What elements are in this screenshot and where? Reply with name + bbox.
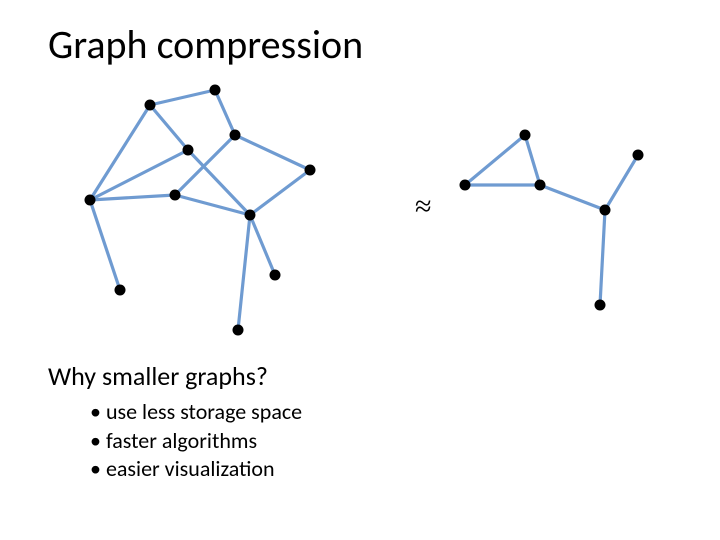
graph-edge (235, 135, 310, 170)
graph-edge (150, 90, 215, 105)
graph-node (595, 300, 606, 311)
graph-edge (90, 200, 120, 290)
graphs-svg (70, 80, 670, 340)
graph-node (460, 180, 471, 191)
graph-node (535, 180, 546, 191)
graph-node (145, 100, 156, 111)
graph-edge (238, 215, 250, 330)
approx-symbol: ≈ (415, 190, 431, 224)
graph-edge (150, 105, 188, 150)
graph-edge (605, 155, 638, 210)
slide-title: Graph compression (48, 20, 363, 69)
graph-edge (540, 185, 605, 210)
graph-edge (215, 90, 235, 135)
graph-edge (600, 210, 605, 305)
graph-edge (465, 135, 525, 185)
graph-edge (250, 170, 310, 215)
graph-node (633, 150, 644, 161)
graph-node (230, 130, 241, 141)
graph-node (520, 130, 531, 141)
bullet-item: use less storage space (90, 398, 302, 427)
graph-edge (525, 135, 540, 185)
graph-edge (250, 215, 275, 275)
graph-node (233, 325, 244, 336)
graph-node (85, 195, 96, 206)
graph-node (183, 145, 194, 156)
graph-node (270, 270, 281, 281)
graph-node (170, 190, 181, 201)
graph-node (305, 165, 316, 176)
bullet-list: use less storage space faster algorithms… (90, 398, 302, 484)
bullet-item: faster algorithms (90, 427, 302, 456)
slide: Graph compression ≈ Why smaller graphs? … (0, 0, 720, 540)
graph-node (210, 85, 221, 96)
bullet-item: easier visualization (90, 455, 302, 484)
subtitle: Why smaller graphs? (48, 360, 268, 392)
graph-node (600, 205, 611, 216)
graph-edge (90, 195, 175, 200)
graph-node (245, 210, 256, 221)
graph-node (115, 285, 126, 296)
graphs-area: ≈ (70, 80, 670, 340)
